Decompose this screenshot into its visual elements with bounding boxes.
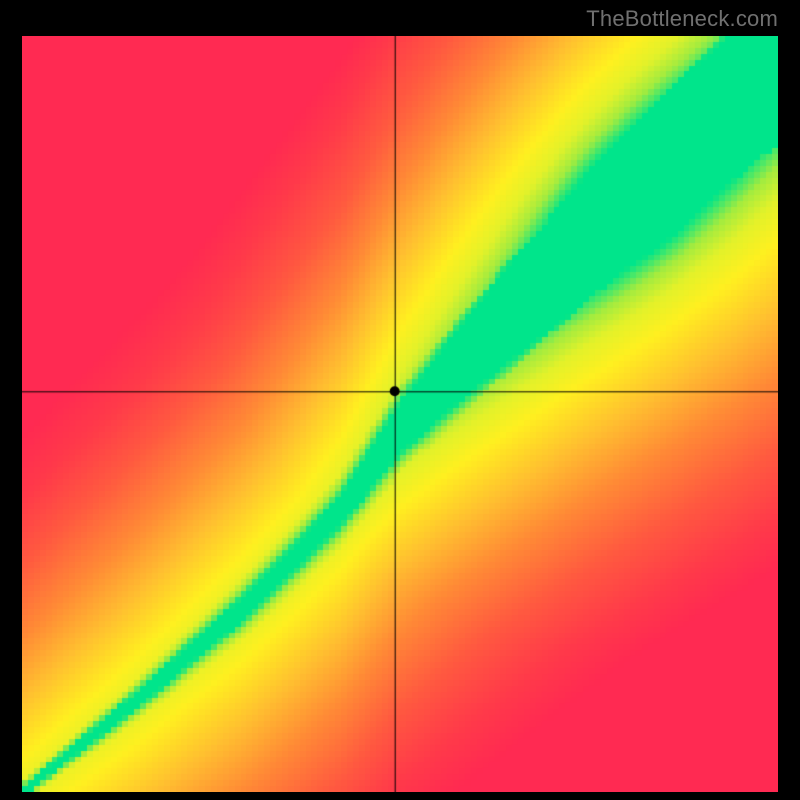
heatmap-canvas: [22, 36, 778, 792]
watermark-text: TheBottleneck.com: [586, 6, 778, 32]
heatmap-plot: [22, 36, 778, 792]
